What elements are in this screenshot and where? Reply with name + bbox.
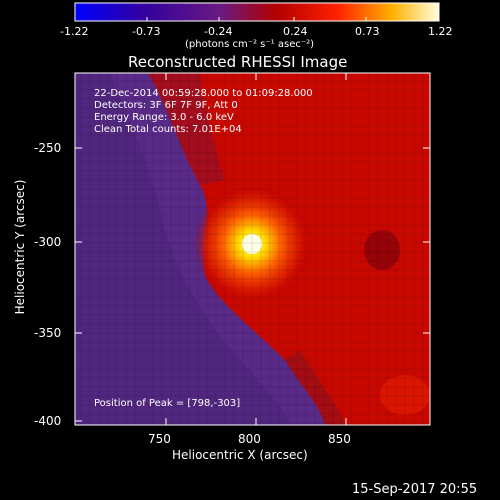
y-axis-label: Heliocentric Y (arcsec) [13, 179, 27, 315]
colorbar-tick-label: 1.22 [428, 25, 453, 38]
peak-position-label: Position of Peak = [798,-303] [94, 398, 241, 409]
info-line: 22-Dec-2014 00:59:28.000 to 01:09:28.000 [94, 88, 313, 99]
x-tick-label: 750 [148, 432, 171, 446]
colorbar-tick-label: -0.73 [132, 25, 161, 38]
plot-frame [74, 72, 431, 426]
colorbar-units: (photons cm⁻² s⁻¹ asec⁻²) [185, 39, 315, 50]
info-line: Energy Range: 3.0 - 6.0 keV [94, 112, 234, 123]
colorbar-tick-label: -0.24 [204, 25, 233, 38]
colorbar-tick-label: -1.22 [60, 25, 89, 38]
y-tick-label: -400 [34, 414, 62, 428]
y-tick-label: -250 [34, 141, 62, 155]
colorbar-tick-label: 0.24 [283, 25, 308, 38]
y-tick-label: -350 [34, 326, 62, 340]
colorbar [74, 2, 440, 22]
y-tick-label: -300 [34, 235, 62, 249]
x-tick-label: 850 [328, 432, 351, 446]
footer-date: 15-Sep-2017 20:55 [352, 482, 478, 497]
colorbar-tick-label: 0.73 [355, 25, 380, 38]
rhessi-image [75, 73, 430, 425]
plot-title: Reconstructed RHESSI Image [128, 53, 348, 71]
info-line: Detectors: 3F 6F 7F 9F, Att 0 [94, 100, 238, 111]
x-axis-label: Heliocentric X (arcsec) [172, 448, 308, 462]
x-tick-label: 800 [238, 432, 261, 446]
x-axis-ticks [165, 73, 347, 425]
colorbar-ticks [74, 17, 440, 21]
info-line: Clean Total counts: 7.01E+04 [94, 124, 242, 135]
y-axis-ticks [75, 147, 430, 422]
